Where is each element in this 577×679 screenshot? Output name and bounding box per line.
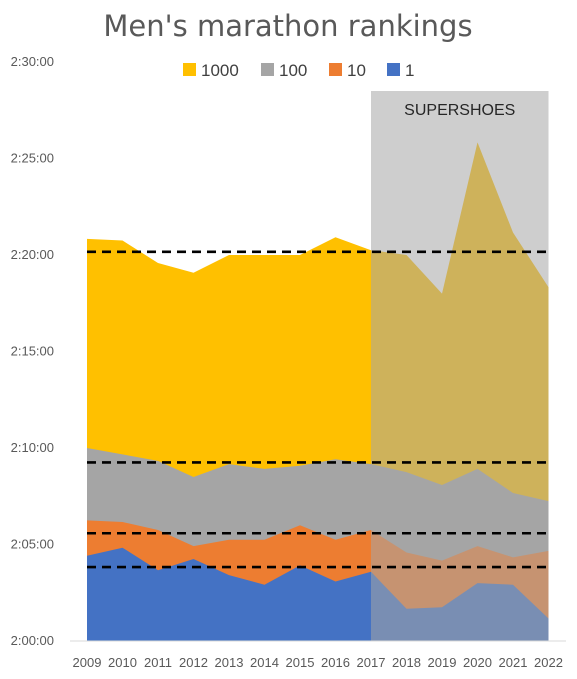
x-tick-label: 2016 [321,655,350,670]
x-tick-label: 2022 [534,655,563,670]
x-tick-label: 2019 [428,655,457,670]
y-tick-label: 2:25:00 [11,151,54,166]
y-axis: 2:00:00 2:05:00 2:10:00 2:15:00 2:20:00 2:25:… [11,54,54,648]
legend-label-10: 10 [347,61,366,80]
x-tick-label: 2014 [250,655,279,670]
x-tick-label: 2020 [463,655,492,670]
reference-lines [87,250,549,569]
x-tick-label: 2015 [286,655,315,670]
x-tick-label: 2012 [179,655,208,670]
x-tick-label: 2017 [357,655,386,670]
legend-label-100: 100 [279,61,307,80]
legend-label-1000: 1000 [201,61,239,80]
supershoes-region: SUPERSHOES [371,91,549,641]
legend: 1000 100 10 1 [183,61,414,80]
shaded-region-label: SUPERSHOES [404,102,515,119]
legend-label-1: 1 [405,61,414,80]
chart-title: Men's marathon rankings [103,9,472,43]
y-tick-label: 2:05:00 [11,537,54,552]
y-tick-label: 2:00:00 [11,633,54,648]
y-tick-label: 2:30:00 [11,54,54,69]
y-tick-label: 2:20:00 [11,247,54,262]
legend-swatch-100 [261,63,274,76]
y-tick-label: 2:15:00 [11,344,54,359]
x-tick-label: 2013 [215,655,244,670]
y-tick-label: 2:10:00 [11,440,54,455]
x-tick-label: 2010 [108,655,137,670]
legend-swatch-1000 [183,63,196,76]
x-axis: 2009 2010 2011 2012 2013 2014 2015 2016 2017 2018… [73,655,563,670]
x-tick-label: 2011 [144,655,172,670]
x-tick-label: 2018 [392,655,421,670]
x-tick-label: 2009 [73,655,102,670]
legend-swatch-10 [329,63,342,76]
x-tick-label: 2021 [499,655,528,670]
legend-swatch-1 [387,63,400,76]
shaded-region [371,91,549,641]
